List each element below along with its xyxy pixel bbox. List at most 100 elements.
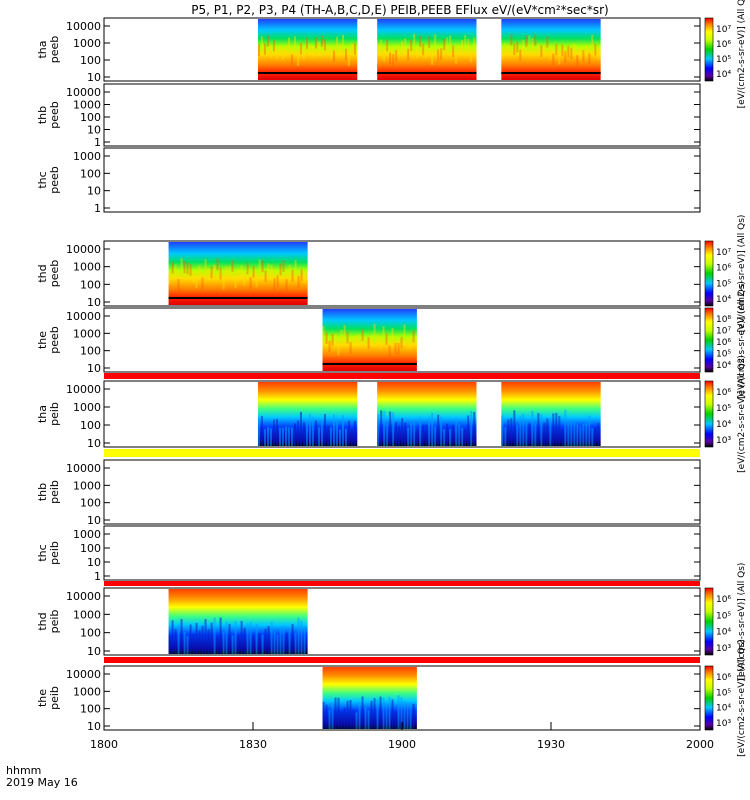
- texture-thd-peeb-0-44: [300, 269, 303, 281]
- texture-the-peeb-0-14: [364, 336, 367, 349]
- texture-tha-peib-2-8: [525, 421, 528, 446]
- texture-the-peeb-0-2: [328, 340, 331, 353]
- texture-tha-peeb-2-9: [528, 35, 531, 47]
- texture-thd-peeb-0-14: [210, 266, 213, 279]
- texture-thd-peib-0-13: [207, 629, 210, 654]
- texture-tha-peeb-2-1: [504, 42, 507, 54]
- y-label-tha-peib: thapeib: [36, 402, 61, 426]
- colorbar-tick-thd-peeb-0: 10⁷: [716, 248, 731, 258]
- texture-tha-peib-1-16: [425, 424, 428, 446]
- y-label-inst-thb-peib: peib: [48, 480, 61, 504]
- texture-thd-peib-0-24: [240, 621, 243, 654]
- y-label-tha-peeb: thapeeb: [36, 36, 61, 64]
- colorbar-tick-tha-peeb-3: 10⁴: [716, 70, 731, 80]
- texture-thd-peeb-0-22: [234, 276, 237, 289]
- texture-tha-peib-0-17: [308, 414, 311, 446]
- colorbar-tick-the-peeb-1: 10⁷: [716, 327, 731, 337]
- red-band-1: [104, 373, 700, 379]
- data-block-tha-peeb-2: [501, 19, 601, 80]
- texture-tha-peib-1-9: [404, 422, 407, 446]
- texture-tha-peib-0-29: [344, 428, 347, 446]
- texture-tha-peib-2-10: [531, 410, 534, 446]
- texture-thd-peeb-0-17: [219, 267, 222, 280]
- texture-tha-peeb-1-4: [389, 52, 392, 65]
- colorbar-tick-tha-peib-3: 10³: [716, 436, 731, 446]
- texture-the-peib-0-0: [322, 701, 325, 729]
- texture-thd-peeb-0-5: [183, 261, 186, 274]
- texture-thd-peib-0-14: [210, 622, 213, 654]
- panel-frame-tha-peeb: [103, 17, 701, 82]
- texture-thd-peib-0-37: [279, 629, 282, 654]
- texture-thd-peeb-0-36: [276, 275, 279, 287]
- yellow-band: [104, 449, 700, 457]
- texture-thd-peib-0-9: [195, 622, 198, 654]
- texture-tha-peeb-1-16: [425, 46, 428, 59]
- texture-thd-peeb-0-42: [294, 260, 297, 272]
- texture-the-peeb-0-0: [322, 325, 325, 338]
- y-label-thb-peeb: thbpeeb: [36, 101, 61, 129]
- colorbar-tick-thd-peeb-3: 10⁴: [716, 295, 731, 305]
- colorbar-tick-tha-peib-0: 10⁶: [716, 388, 731, 398]
- texture-thd-peeb-0-13: [207, 268, 210, 280]
- texture-the-peib-0-20: [382, 697, 385, 729]
- texture-the-peib-0-4: [334, 697, 337, 729]
- texture-tha-peeb-1-21: [440, 48, 443, 60]
- colorbar-tick-the-peib-3: 10³: [716, 719, 731, 729]
- texture-the-peib-0-19: [379, 696, 382, 729]
- texture-tha-peeb-2-24: [573, 43, 576, 55]
- x-tick-label-0: 1800: [90, 738, 118, 751]
- texture-tha-peib-2-9: [528, 423, 531, 446]
- texture-tha-peib-2-5: [516, 424, 519, 446]
- y-tick-label-thd-peeb-1: 1000: [73, 261, 101, 274]
- texture-tha-peib-0-5: [272, 419, 275, 446]
- texture-tha-peib-1-21: [440, 416, 443, 446]
- texture-tha-peeb-0-1: [260, 36, 263, 48]
- texture-tha-peeb-1-15: [422, 43, 425, 56]
- texture-the-peib-0-6: [340, 711, 343, 729]
- texture-thd-peeb-0-6: [186, 262, 189, 275]
- texture-tha-peeb-0-30: [347, 54, 350, 67]
- texture-thd-peeb-0-34: [270, 264, 273, 277]
- texture-tha-peib-2-25: [576, 424, 579, 446]
- texture-the-peeb-0-17: [373, 324, 376, 336]
- texture-tha-peeb-2-10: [531, 37, 534, 50]
- y-label-sc-thd-peeb: thd: [36, 264, 49, 282]
- texture-tha-peeb-2-23: [570, 47, 573, 60]
- colorbar-tick-the-peeb-2: 10⁶: [716, 338, 731, 348]
- texture-tha-peib-2-0: [501, 415, 504, 446]
- texture-tha-peeb-0-26: [335, 36, 338, 49]
- texture-tha-peeb-1-3: [386, 39, 389, 52]
- texture-tha-peib-1-24: [449, 429, 452, 446]
- texture-tha-peib-0-2: [263, 429, 266, 446]
- texture-tha-peeb-1-2: [383, 50, 386, 62]
- y-label-sc-tha-peeb: tha: [36, 40, 49, 58]
- colorbar-tick-tha-peib-2: 10⁴: [716, 420, 731, 430]
- texture-tha-peib-1-25: [452, 425, 455, 446]
- texture-tha-peeb-2-28: [585, 44, 588, 57]
- texture-the-peeb-0-4: [334, 333, 337, 346]
- texture-tha-peeb-0-28: [341, 34, 344, 47]
- y-label-sc-the-peeb: the: [36, 331, 49, 349]
- texture-thd-peeb-0-20: [228, 266, 231, 278]
- data-block-tha-peeb-0: [257, 19, 358, 80]
- texture-tha-peeb-0-4: [269, 46, 272, 59]
- texture-tha-peib-1-12: [413, 419, 416, 446]
- texture-tha-peeb-0-24: [329, 47, 332, 59]
- colorbar-tick-tha-peib-1: 10⁵: [716, 404, 731, 414]
- y-tick-label-the-peib-1: 1000: [73, 685, 101, 698]
- texture-tha-peib-0-3: [266, 427, 269, 446]
- texture-thd-peib-0-19: [225, 621, 228, 654]
- texture-the-peeb-0-27: [403, 324, 406, 336]
- y-label-inst-tha-peeb: peeb: [48, 36, 61, 64]
- texture-tha-peib-2-17: [552, 413, 555, 446]
- texture-tha-peeb-2-8: [525, 35, 528, 47]
- y-label-thc-peeb: thcpeeb: [36, 166, 61, 194]
- colorbar-tick-the-peib-1: 10⁵: [716, 688, 731, 698]
- texture-tha-peib-0-6: [275, 419, 278, 446]
- texture-tha-peib-1-26: [455, 417, 458, 446]
- y-label-inst-thd-peib: peib: [48, 610, 61, 634]
- texture-tha-peeb-1-25: [452, 45, 455, 57]
- texture-tha-peib-2-23: [570, 422, 573, 446]
- texture-tha-peeb-1-18: [431, 53, 434, 65]
